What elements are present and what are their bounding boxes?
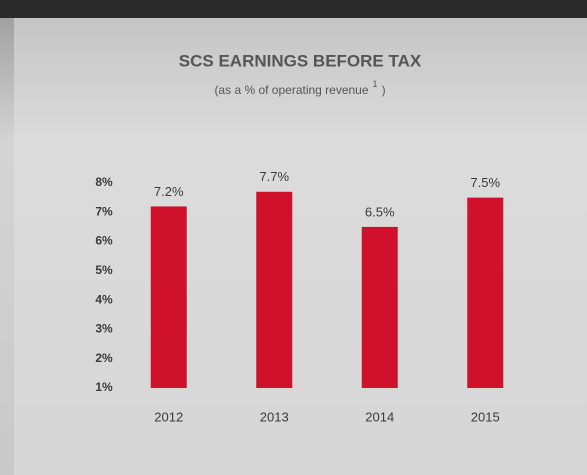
value-label: 7.5%	[470, 175, 500, 190]
subtitle-footnote: 1	[373, 79, 378, 89]
x-tick-label: 2015	[471, 409, 500, 424]
subtitle-close: )	[382, 83, 386, 97]
x-tick-label: 2013	[260, 409, 289, 424]
bar	[361, 226, 398, 388]
bar	[467, 197, 504, 388]
chart-title: SCS EARNINGS BEFORE TAX	[179, 51, 422, 70]
y-tick-label: 2%	[95, 351, 113, 365]
value-label: 6.5%	[365, 204, 395, 219]
y-tick-label: 7%	[95, 204, 113, 218]
bar	[256, 191, 293, 388]
bar	[150, 206, 187, 388]
x-tick-label: 2012	[154, 409, 183, 424]
subtitle-text: (as a % of operating revenue	[214, 83, 368, 97]
x-tick-label: 2014	[365, 409, 394, 424]
y-tick-label: 5%	[95, 263, 113, 277]
y-tick-label: 3%	[95, 322, 113, 336]
y-tick-label: 4%	[95, 292, 113, 306]
chart-subtitle: (as a % of operating revenue 1)	[214, 79, 385, 97]
y-tick-label: 6%	[95, 234, 113, 248]
top-band	[0, 0, 587, 18]
y-tick-label: 1%	[95, 380, 113, 394]
value-label: 7.7%	[259, 169, 289, 184]
y-tick-label: 8%	[95, 175, 113, 189]
value-label: 7.2%	[154, 184, 184, 199]
